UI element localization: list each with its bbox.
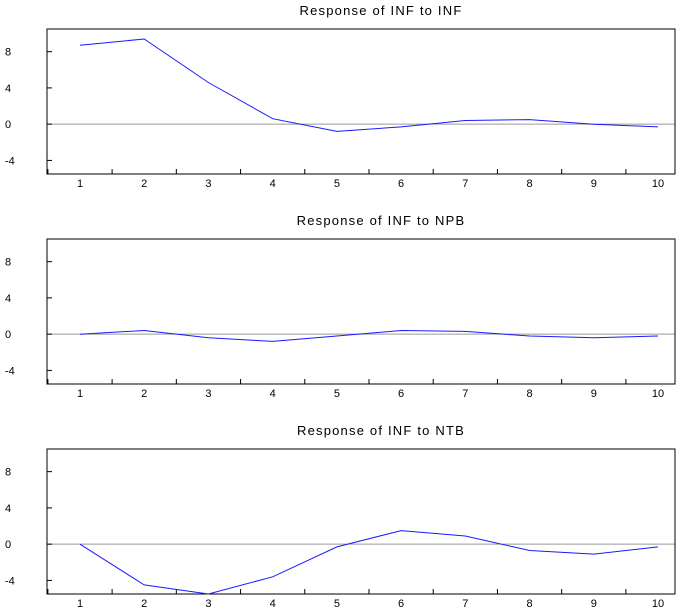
x-tick-label: 1 xyxy=(77,178,83,190)
x-tick-label: 4 xyxy=(270,388,276,400)
y-tick-label: 0 xyxy=(5,119,11,131)
x-tick-label: 9 xyxy=(591,178,597,190)
x-tick-label: 4 xyxy=(270,598,276,610)
y-tick-label: -4 xyxy=(5,365,15,377)
x-tick-label: 2 xyxy=(141,388,147,400)
x-tick-label: 7 xyxy=(462,178,468,190)
x-tick-label: 10 xyxy=(652,598,664,610)
x-tick-label: 9 xyxy=(591,388,597,400)
x-tick-label: 6 xyxy=(398,388,404,400)
plot-frame xyxy=(46,28,676,175)
x-tick-label: 8 xyxy=(526,388,532,400)
x-tick-label: 7 xyxy=(462,598,468,610)
y-tick-label: 0 xyxy=(5,329,11,341)
x-tick-label: 8 xyxy=(526,178,532,190)
x-tick-label: 8 xyxy=(526,598,532,610)
x-tick-label: 7 xyxy=(462,388,468,400)
x-tick-label: 1 xyxy=(77,598,83,610)
y-tick-label: 4 xyxy=(5,503,11,515)
x-tick-label: 9 xyxy=(591,598,597,610)
x-tick-label: 3 xyxy=(205,178,211,190)
chart-title: Response of INF to INF xyxy=(300,3,463,18)
x-tick-label: 2 xyxy=(141,178,147,190)
plot-frame xyxy=(46,448,676,595)
x-tick-label: 4 xyxy=(270,178,276,190)
x-tick-label: 5 xyxy=(334,178,340,190)
y-tick-label: 8 xyxy=(5,257,11,269)
y-tick-label: -4 xyxy=(5,155,15,167)
x-tick-label: 1 xyxy=(77,388,83,400)
x-tick-label: 6 xyxy=(398,178,404,190)
x-tick-label: 3 xyxy=(205,598,211,610)
series-line xyxy=(79,329,659,342)
y-tick-label: 4 xyxy=(5,83,11,95)
x-tick-label: 5 xyxy=(334,388,340,400)
series-line xyxy=(79,530,659,595)
y-tick-label: 8 xyxy=(5,467,11,479)
y-tick-label: -4 xyxy=(5,575,15,587)
y-tick-label: 0 xyxy=(5,539,11,551)
x-tick-label: 6 xyxy=(398,598,404,610)
x-tick-label: 10 xyxy=(652,388,664,400)
y-tick-label: 8 xyxy=(5,47,11,59)
x-tick-label: 10 xyxy=(652,178,664,190)
chart-title: Response of INF to NTB xyxy=(297,423,465,438)
x-tick-label: 5 xyxy=(334,598,340,610)
chart-title: Response of INF to NPB xyxy=(297,213,466,228)
plot-frame xyxy=(46,238,676,385)
series-line xyxy=(79,38,659,132)
x-tick-label: 2 xyxy=(141,598,147,610)
x-tick-label: 3 xyxy=(205,388,211,400)
y-tick-label: 4 xyxy=(5,293,11,305)
